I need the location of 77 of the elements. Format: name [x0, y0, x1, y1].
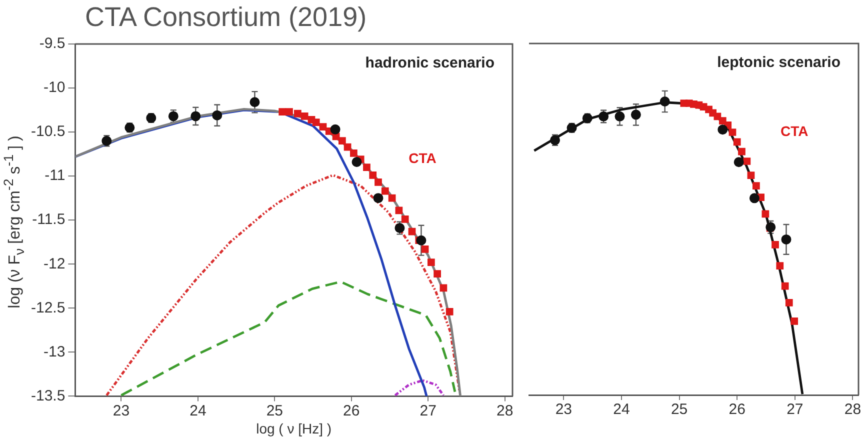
point [733, 138, 741, 146]
line-series [120, 280, 456, 396]
point [388, 194, 396, 202]
point [312, 118, 320, 126]
annotation: leptonic scenario [717, 54, 840, 72]
point [190, 111, 201, 122]
point [440, 284, 448, 292]
point [250, 97, 260, 108]
y-tick-label: -9.5 [39, 35, 66, 52]
point [286, 108, 293, 116]
point [401, 216, 409, 223]
point [408, 228, 416, 236]
point [416, 235, 426, 246]
y-tick-label: -10 [44, 79, 66, 96]
point [781, 234, 792, 244]
x-tick-label: 28 [844, 401, 862, 418]
point [344, 143, 352, 151]
point [734, 157, 744, 168]
x-tick-label: 26 [728, 401, 746, 418]
point [330, 124, 340, 134]
y-tick-label: -12 [44, 255, 66, 272]
point [374, 178, 382, 186]
point [363, 164, 370, 171]
x-tick-label: 25 [670, 401, 688, 418]
point [350, 150, 358, 157]
point [790, 318, 798, 325]
point [369, 172, 377, 179]
chart-title: CTA Consortium (2019) [85, 2, 367, 33]
x-tick-label: 23 [555, 401, 572, 418]
y-tick-label: -13 [44, 343, 66, 360]
point [785, 299, 793, 306]
point [776, 262, 784, 270]
y-tick-label: -11.5 [32, 211, 66, 228]
x-axis-title: log ( ν [Hz] ) [256, 420, 332, 436]
annotation: hadronic scenario [365, 54, 494, 72]
point [630, 110, 641, 120]
point [373, 193, 384, 204]
point [738, 148, 746, 156]
y-tick-label: -13.5 [30, 387, 66, 404]
point [395, 206, 403, 214]
point [381, 187, 389, 195]
point [338, 137, 346, 145]
point [352, 156, 362, 167]
point [749, 193, 760, 204]
point [300, 112, 308, 120]
x-tick-label: 24 [190, 402, 206, 420]
x-tick-label: 28 [496, 402, 514, 420]
point [614, 111, 625, 122]
x-tick-label: 25 [266, 402, 284, 420]
line-series [105, 174, 461, 396]
x-tick-label: 27 [420, 402, 436, 420]
point [718, 124, 728, 135]
x-tick-label: 23 [112, 402, 130, 420]
text: CTA [780, 123, 808, 140]
point [319, 123, 327, 130]
point [212, 110, 222, 120]
y-tick-label: -11 [44, 167, 66, 184]
point [434, 270, 441, 278]
point [747, 172, 755, 179]
point [781, 282, 789, 290]
point [421, 245, 429, 253]
point [446, 308, 454, 316]
x-tick-label: 24 [613, 401, 630, 418]
point [278, 108, 286, 116]
y-tick-label: -12.5 [30, 299, 66, 316]
point [660, 96, 670, 106]
point [743, 158, 751, 165]
point [772, 241, 779, 248]
point [427, 258, 435, 266]
point [752, 182, 760, 190]
text: CTA [408, 150, 436, 166]
x-tick-label: 26 [343, 402, 360, 420]
x-tick-label: 27 [786, 401, 804, 418]
point [728, 128, 736, 136]
point [294, 110, 302, 118]
y-tick-label: -10.5 [30, 123, 66, 140]
point [762, 210, 770, 218]
